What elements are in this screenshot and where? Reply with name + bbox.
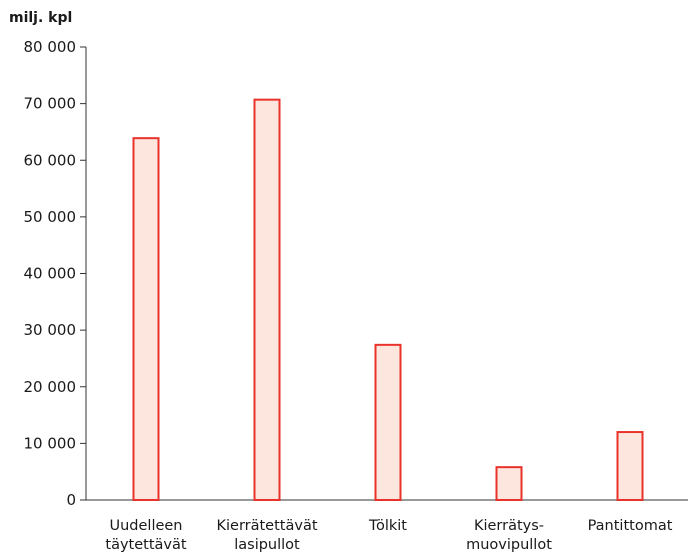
bar (495, 466, 523, 501)
x-category-label-line: Pantittomat (588, 518, 673, 534)
y-unit-label: milj. kpl (9, 10, 72, 26)
x-category-label: Kierrätys-muovipullot (466, 518, 552, 553)
x-category-label: Uudelleen täytettävät (105, 518, 186, 553)
y-tick-label: 30 000 (24, 321, 77, 339)
y-tick-label: 60 000 (24, 151, 77, 169)
y-tick-label: 80 000 (24, 38, 77, 56)
bar (616, 431, 644, 501)
y-tick-label: 0 (66, 491, 76, 509)
x-category-label-line: täytettävät (105, 537, 186, 553)
bars (132, 98, 644, 501)
x-category-label-line: Kierrätys- (474, 518, 544, 534)
y-axis: 0 10 000 20 000 30 000 40 000 50 000 60 000 70 … (24, 38, 87, 509)
x-category-label-line: Uudelleen (109, 518, 182, 534)
bar (374, 343, 402, 501)
y-tick-label: 20 000 (24, 378, 77, 396)
x-category-label-line: Tölkit (368, 518, 407, 534)
bar (132, 137, 160, 501)
x-category-label-line: Kierrätettävät (216, 518, 317, 534)
x-category-label: Kierrätettävät lasipullot (216, 518, 317, 553)
y-tick-label: 40 000 (24, 265, 77, 283)
y-tick-label: 50 000 (24, 208, 77, 226)
x-category-label-line: muovipullot (466, 537, 552, 553)
y-tick-label: 10 000 (24, 434, 77, 452)
x-category-label-line: lasipullot (234, 537, 300, 553)
category-labels: Uudelleen täytettävät Kierrätettävät lasipu… (105, 518, 672, 553)
x-category-label: Pantittomat (588, 518, 673, 534)
y-tick-label: 70 000 (24, 95, 77, 113)
bar (253, 98, 281, 501)
x-category-label: Tölkit (368, 518, 407, 534)
